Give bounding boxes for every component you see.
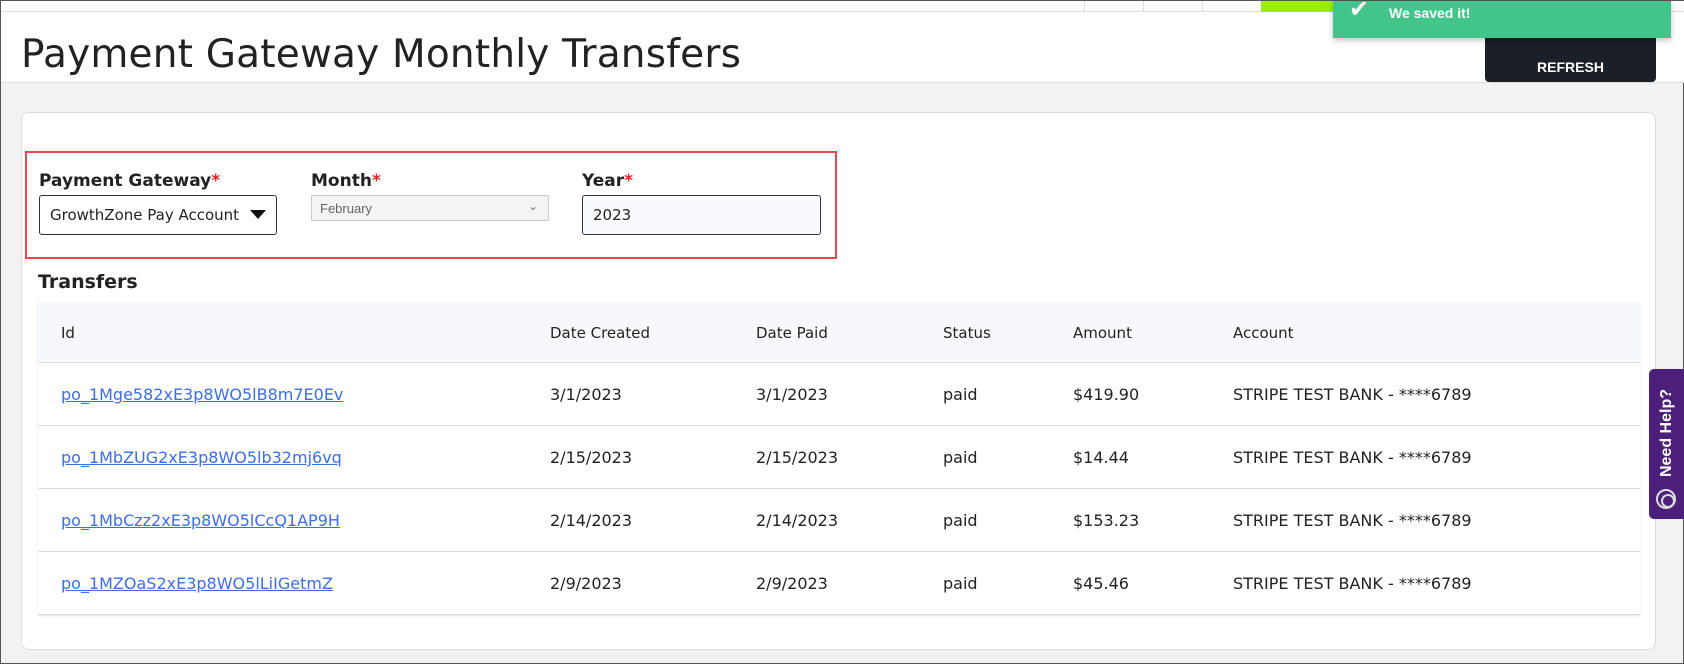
- success-toast: ✔ We saved it!: [1333, 0, 1671, 38]
- cell-created: 2/15/2023: [550, 448, 633, 467]
- table-row: po_1MZOaS2xE3p8WO5lLiIGetmZ 2/9/2023 2/9/2…: [38, 552, 1640, 615]
- cell-status: paid: [943, 511, 978, 530]
- lifebuoy-icon: [1656, 489, 1676, 509]
- col-account[interactable]: Account: [1233, 324, 1294, 342]
- cell-account: STRIPE TEST BANK - ****6789: [1233, 448, 1472, 467]
- gateway-select[interactable]: GrowthZone Pay Account: [39, 195, 277, 235]
- cell-amount: $419.90: [1073, 385, 1140, 404]
- cell-account: STRIPE TEST BANK - ****6789: [1233, 574, 1472, 593]
- nav-accent: [1261, 1, 1333, 12]
- cell-paid: 2/15/2023: [756, 448, 839, 467]
- transfer-id-link[interactable]: po_1Mge582xE3p8WO5lB8m7E0Ev: [61, 385, 344, 404]
- cell-created: 3/1/2023: [550, 385, 622, 404]
- cell-paid: 2/9/2023: [756, 574, 828, 593]
- refresh-button[interactable]: REFRESH: [1485, 33, 1656, 82]
- transfer-id-link[interactable]: po_1MbCzz2xE3p8WO5lCcQ1AP9H: [61, 511, 340, 530]
- cell-account: STRIPE TEST BANK - ****6789: [1233, 511, 1472, 530]
- col-date-created[interactable]: Date Created: [550, 324, 650, 342]
- col-date-paid[interactable]: Date Paid: [756, 324, 828, 342]
- cell-amount: $45.46: [1073, 574, 1129, 593]
- top-nav-bar: [1, 1, 1684, 12]
- transfers-table: Id Date Created Date Paid Status Amount …: [38, 302, 1640, 615]
- year-label: Year*: [582, 171, 634, 191]
- col-amount[interactable]: Amount: [1073, 324, 1132, 342]
- caret-down-icon: [250, 210, 266, 219]
- col-id[interactable]: Id: [61, 324, 75, 342]
- month-select[interactable]: February ⌄: [311, 195, 549, 221]
- filter-highlight: [25, 151, 837, 259]
- chevron-down-icon: ⌄: [527, 199, 538, 213]
- cell-amount: $153.23: [1073, 511, 1140, 530]
- cell-status: paid: [943, 385, 978, 404]
- month-label: Month*: [311, 171, 381, 191]
- table-row: po_1MbCzz2xE3p8WO5lCcQ1AP9H 2/14/2023 2/14…: [38, 489, 1640, 552]
- transfers-heading: Transfers: [38, 271, 138, 293]
- need-help-label: Need Help?: [1658, 389, 1675, 478]
- col-status[interactable]: Status: [943, 324, 991, 342]
- cell-created: 2/14/2023: [550, 511, 633, 530]
- nav-divider: [1202, 1, 1203, 12]
- page-title: Payment Gateway Monthly Transfers: [21, 32, 742, 77]
- nav-divider: [1084, 1, 1085, 12]
- check-icon: ✔: [1349, 0, 1370, 23]
- cell-amount: $14.44: [1073, 448, 1129, 467]
- gateway-label: Payment Gateway*: [39, 171, 221, 191]
- cell-status: paid: [943, 574, 978, 593]
- cell-created: 2/9/2023: [550, 574, 622, 593]
- cell-status: paid: [943, 448, 978, 467]
- cell-account: STRIPE TEST BANK - ****6789: [1233, 385, 1472, 404]
- table-row: po_1MbZUG2xE3p8WO5lb32mj6vq 2/15/2023 2/15…: [38, 426, 1640, 489]
- transfer-id-link[interactable]: po_1MbZUG2xE3p8WO5lb32mj6vq: [61, 448, 342, 467]
- year-input[interactable]: 2023: [582, 195, 821, 235]
- table-row: po_1Mge582xE3p8WO5lB8m7E0Ev 3/1/2023 3/1/2…: [38, 363, 1640, 426]
- cell-paid: 2/14/2023: [756, 511, 839, 530]
- toast-message: We saved it!: [1389, 5, 1471, 21]
- cell-paid: 3/1/2023: [756, 385, 828, 404]
- nav-divider: [1143, 1, 1144, 12]
- transfer-id-link[interactable]: po_1MZOaS2xE3p8WO5lLiIGetmZ: [61, 574, 333, 593]
- table-header: Id Date Created Date Paid Status Amount …: [38, 302, 1640, 363]
- need-help-tab[interactable]: Need Help?: [1649, 369, 1684, 519]
